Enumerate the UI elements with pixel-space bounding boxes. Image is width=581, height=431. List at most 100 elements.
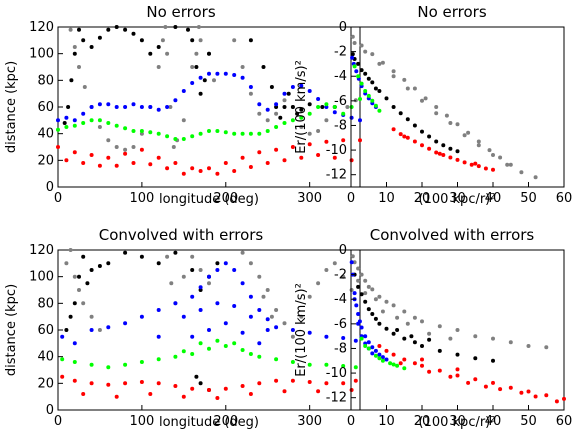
data-point (274, 102, 279, 107)
data-point (377, 344, 382, 348)
data-point (466, 380, 471, 385)
y-tick-label: -4 (334, 292, 347, 307)
data-point (402, 336, 407, 341)
data-point (332, 261, 337, 266)
y-tick-label: -4 (334, 69, 347, 84)
data-point (89, 45, 94, 49)
data-point (190, 334, 195, 339)
data-point (466, 130, 471, 135)
data-point (290, 118, 295, 123)
data-point (106, 325, 111, 330)
data-point (491, 336, 495, 341)
data-point (356, 312, 361, 316)
data-point (240, 65, 245, 69)
panel-energy-with-errors: Convolved with errors 0 10 20 30 40 50 60 -12-… (294, 226, 572, 430)
data-point (526, 344, 531, 348)
data-point (64, 125, 69, 129)
data-point (212, 78, 216, 83)
y-axis-label: distance (kpc) (4, 284, 19, 376)
data-point (274, 357, 279, 362)
data-point (391, 362, 396, 367)
data-point (448, 336, 453, 341)
data-point (290, 334, 295, 339)
data-point (190, 352, 195, 356)
data-point (324, 268, 329, 272)
data-point (81, 111, 86, 116)
data-point (56, 127, 60, 132)
data-point (106, 121, 111, 125)
data-point (380, 358, 385, 363)
panel-lon-dist-no-errors: No errors 0 100 200 300 0 20 40 60 80 100 120 lon… (4, 3, 362, 207)
data-point (498, 155, 503, 160)
data-point (106, 365, 111, 370)
data-point (165, 105, 170, 109)
y-axis-label: Er/(100 km/s)² (294, 283, 309, 377)
data-point (69, 78, 74, 83)
data-point (181, 171, 186, 176)
data-point (261, 294, 266, 299)
data-point (198, 38, 203, 43)
data-point (97, 328, 102, 332)
data-point (307, 111, 312, 116)
data-point (240, 155, 245, 160)
y-tick-label: -12 (326, 391, 347, 406)
data-point (173, 250, 178, 255)
data-point (106, 155, 111, 160)
y-ticks: 0 20 40 60 80 100 120 (29, 20, 63, 195)
y-tick-label: 0 (339, 243, 347, 258)
data-point (324, 102, 329, 107)
data-point (56, 118, 60, 123)
data-point (290, 360, 295, 364)
data-point (248, 314, 253, 319)
series-4 (391, 127, 495, 172)
data-point (114, 163, 119, 168)
data-point (198, 341, 203, 346)
data-point (441, 153, 446, 157)
data-point (427, 337, 432, 342)
data-point (168, 105, 173, 109)
data-point (363, 344, 368, 348)
x-tick-label: 10 (378, 414, 395, 429)
y-tick-label: 0 (339, 20, 347, 35)
data-point (358, 97, 362, 101)
data-point (345, 105, 350, 109)
data-point (363, 71, 368, 76)
data-point (64, 115, 69, 120)
data-point (412, 315, 417, 320)
x-tick-label: 20 (414, 191, 431, 206)
data-point (508, 385, 513, 390)
data-point (248, 294, 253, 299)
x-tick-label: 100 (129, 414, 154, 429)
data-point (72, 123, 77, 128)
data-point (519, 390, 524, 395)
data-point (207, 274, 211, 279)
data-point (363, 334, 368, 339)
data-point (169, 281, 174, 286)
data-point (207, 388, 211, 392)
y-ticks: 0 20 40 60 80 100 120 (29, 243, 63, 418)
data-point (257, 150, 262, 155)
data-point (265, 288, 270, 292)
data-point (207, 346, 211, 351)
y-ticks: -12 -10 -8 -6 -4 -2 0 (326, 20, 356, 183)
data-point (356, 266, 361, 271)
data-point (181, 137, 186, 141)
data-point (402, 309, 407, 314)
data-point (97, 118, 102, 123)
data-point (391, 127, 396, 132)
y-axis-label: distance (kpc) (4, 61, 19, 153)
data-point (402, 134, 407, 139)
x-tick-label: 40 (485, 191, 502, 206)
data-point (282, 91, 287, 96)
data-point (60, 357, 65, 362)
data-point (173, 25, 178, 29)
data-point (356, 321, 361, 326)
data-point (173, 301, 178, 306)
data-point (307, 294, 312, 299)
data-point (173, 384, 178, 388)
data-point (455, 149, 460, 154)
data-point (207, 51, 211, 56)
plot-area (350, 34, 538, 180)
data-point (198, 91, 203, 96)
data-point (282, 105, 287, 109)
